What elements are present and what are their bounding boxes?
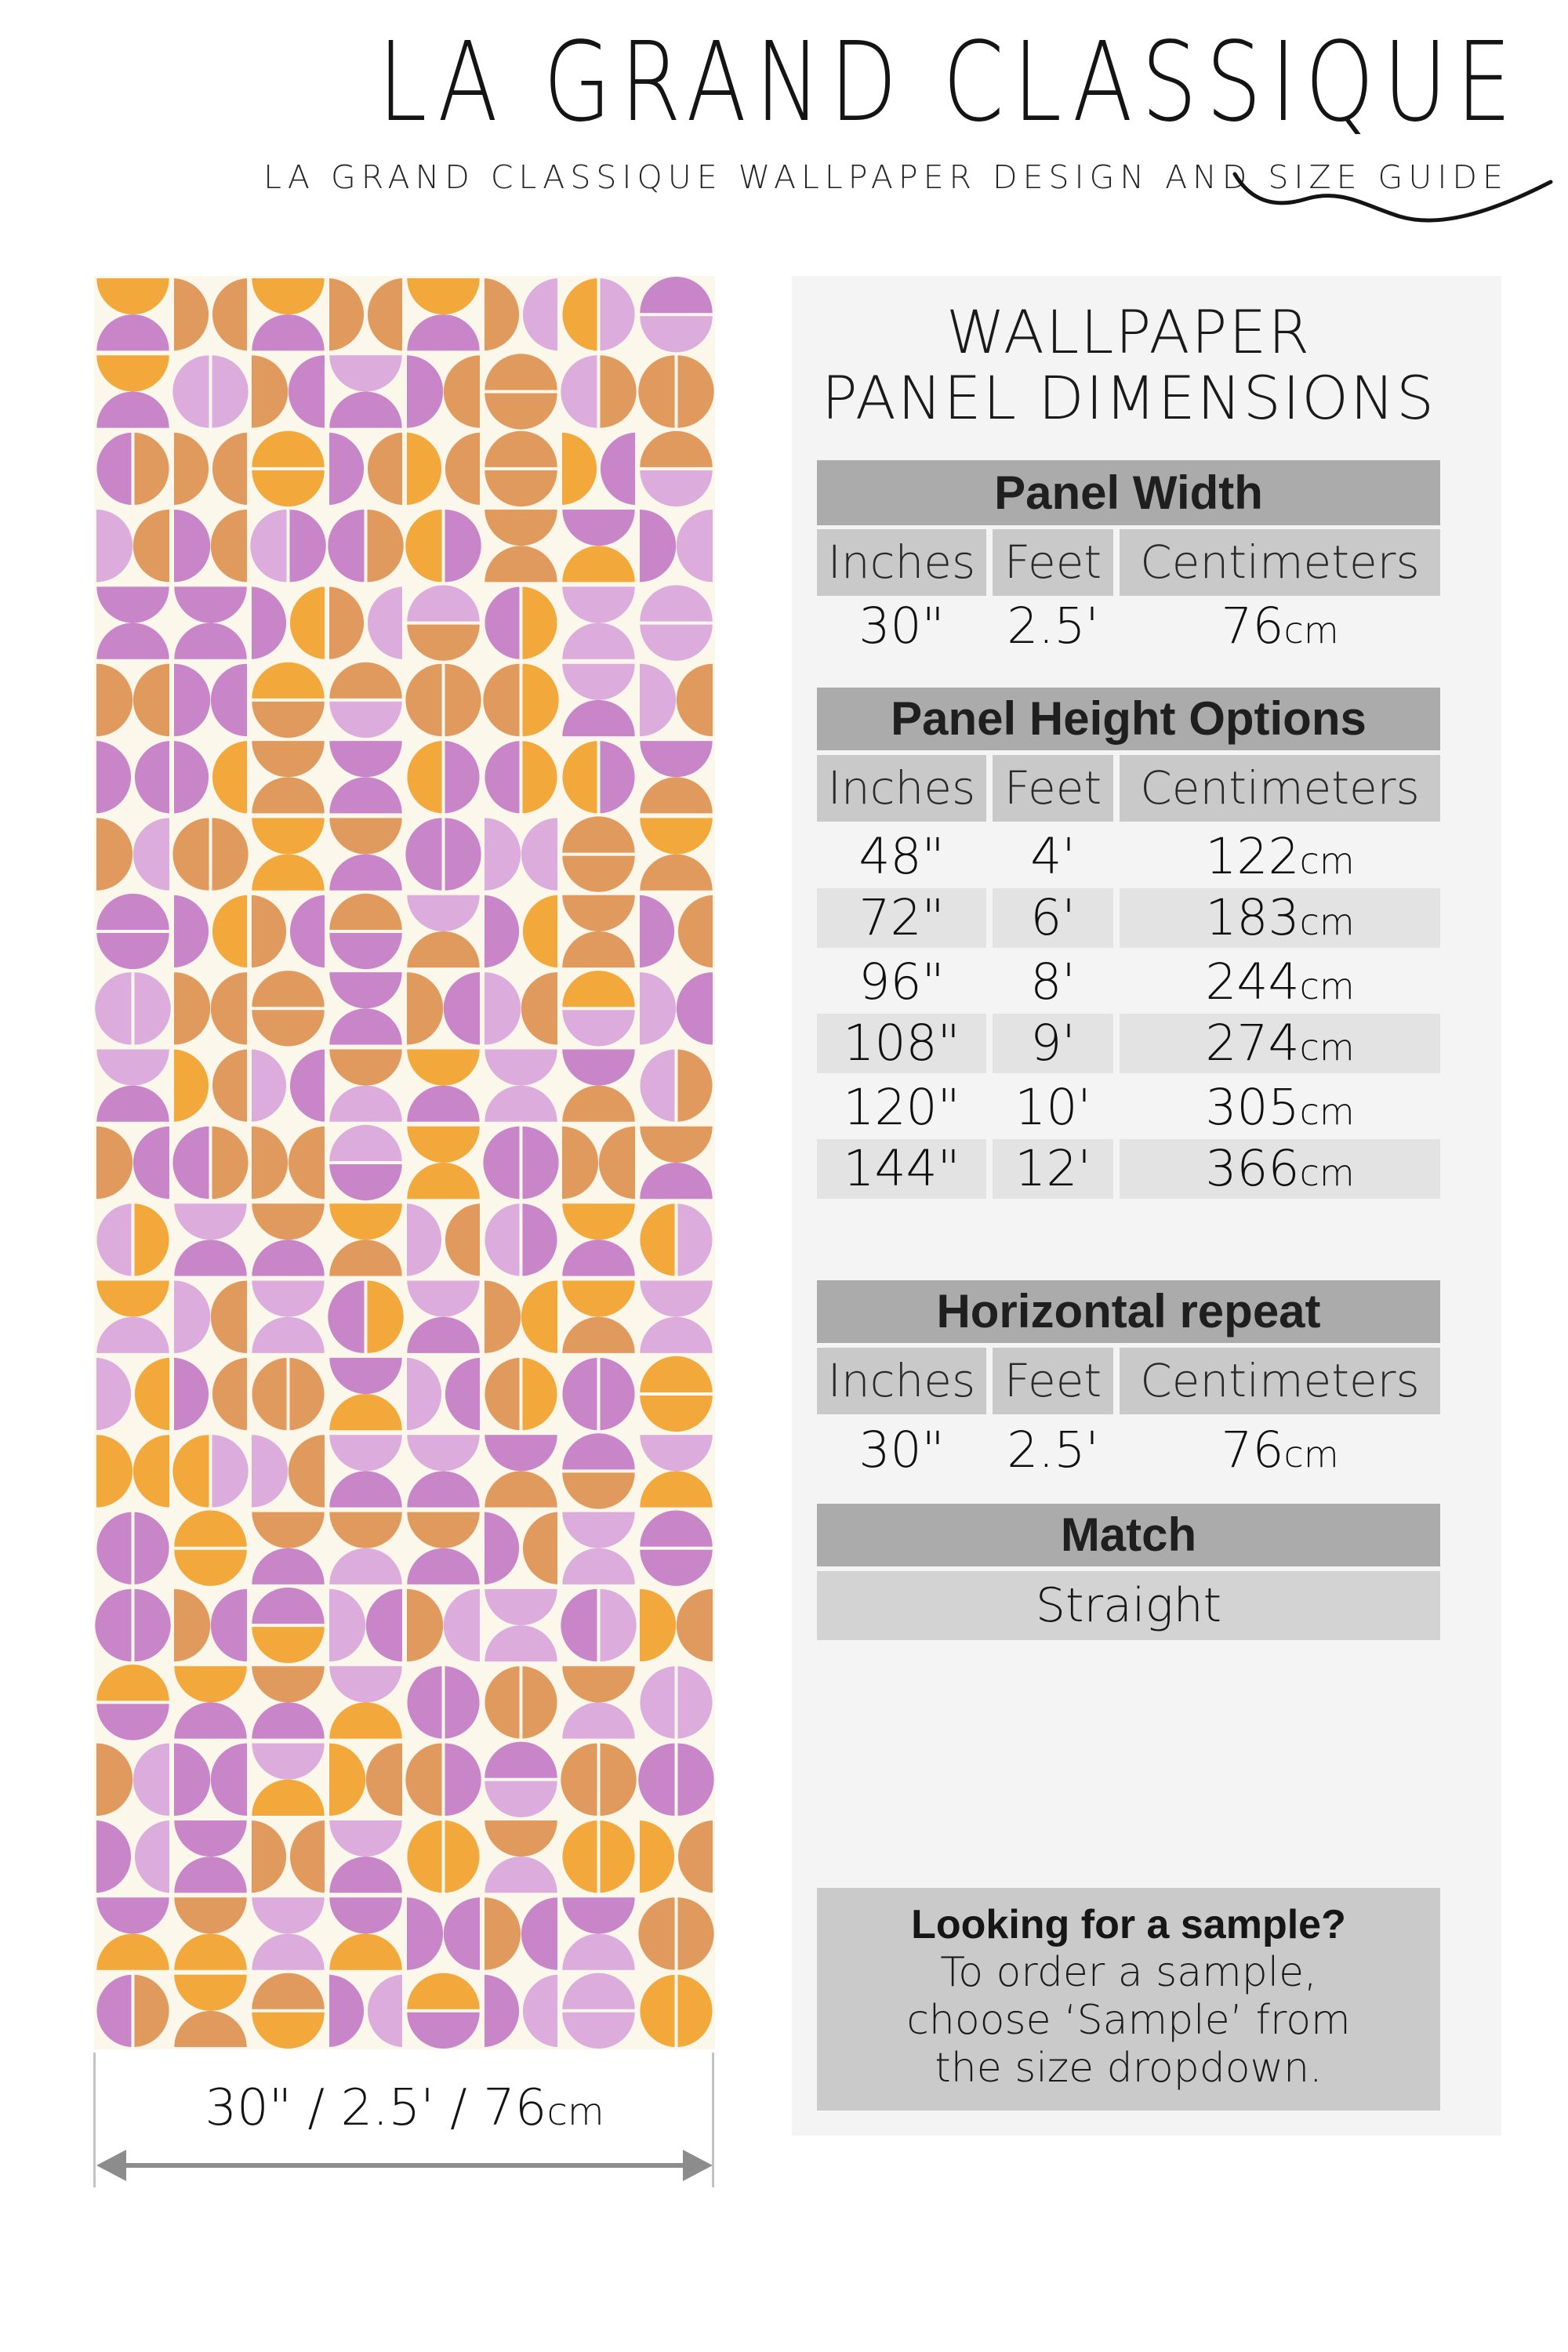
value-centimeters: 76cm (1120, 595, 1440, 658)
column-header-centimeters: Centimeters (1120, 529, 1440, 596)
title-q-swash-flourish (1232, 172, 1553, 223)
value-feet: 12' (993, 1139, 1113, 1199)
horizontal-repeat-column-headers: Inches Feet Centimeters (817, 1348, 1440, 1414)
horizontal-repeat-value-row: 30" 2.5' 76cm (817, 1419, 1440, 1482)
value-centimeters: 76cm (1120, 1419, 1440, 1482)
column-header-inches: Inches (817, 1348, 986, 1414)
value-cm-number: 366 (1205, 1140, 1300, 1197)
panel-height-row: 108" 9' 274cm (817, 1014, 1440, 1076)
panel-height-table-rows: 48" 4' 122cm 72" 6' 183cm 96" 8' 244cm 108" 9' 274c… (817, 826, 1440, 1202)
match-value-cell: Straight (817, 1571, 1440, 1640)
value-inches: 72" (817, 888, 986, 948)
value-feet: 4' (1030, 828, 1076, 885)
value-cm-unit: cm (1299, 901, 1355, 943)
panel-height-row: 96" 8' 244cm (817, 951, 1440, 1014)
wallpaper-pattern-swatch (94, 276, 715, 2049)
column-header-feet: Feet (993, 529, 1113, 596)
value-cm-unit: cm (1299, 1026, 1355, 1069)
panel-height-row: 48" 4' 122cm (817, 826, 1440, 888)
panel-title-line1: WALLPAPER (946, 297, 1312, 367)
value-cm-number: 76 (1221, 597, 1284, 655)
section-header-horizontal-repeat: Horizontal repeat (817, 1280, 1440, 1343)
sample-box-line: the size dropdown. (935, 2045, 1323, 2092)
section-header-match: Match (817, 1504, 1440, 1566)
value-cm-unit: cm (1299, 840, 1355, 882)
column-header-feet: Feet (993, 1348, 1113, 1414)
sample-box-line: To order a sample, (940, 1949, 1317, 1996)
dimension-tick-left (93, 2053, 96, 2187)
panel-height-row: 72" 6' 183cm (817, 888, 1440, 951)
value-feet: 2.5' (1007, 1421, 1099, 1479)
column-header-centimeters: Centimeters (1120, 1348, 1440, 1414)
value-cm-unit: cm (1283, 609, 1339, 652)
page-subtitle: LA GRAND CLASSIQUE WALLPAPER DESIGN AND … (263, 158, 1508, 196)
value-centimeters: 305cm (1120, 1076, 1440, 1139)
value-inches: 30" (858, 597, 945, 655)
column-header-centimeters: Centimeters (1120, 755, 1440, 822)
value-centimeters: 244cm (1120, 951, 1440, 1014)
value-centimeters: 122cm (1120, 826, 1440, 888)
value-cm-number: 305 (1205, 1079, 1300, 1136)
panel-title-line2: PANEL DIMENSIONS (821, 363, 1436, 433)
dimension-unit: cm (546, 2090, 604, 2134)
value-inches: 108" (817, 1014, 986, 1073)
value-cm-unit: cm (1299, 1091, 1355, 1133)
value-inches: 120" (843, 1079, 960, 1136)
value-feet: 6' (993, 888, 1113, 948)
value-centimeters: 183cm (1120, 888, 1440, 948)
value-cm-number: 122 (1205, 828, 1300, 885)
value-feet: 9' (993, 1014, 1113, 1073)
sample-box-title: Looking for a sample? (911, 1902, 1346, 1947)
panel-height-column-headers: Inches Feet Centimeters (817, 755, 1440, 822)
value-centimeters: 366cm (1120, 1139, 1440, 1199)
value-cm-unit: cm (1299, 1152, 1355, 1194)
sample-info-box: Looking for a sample? To order a sample,… (817, 1888, 1440, 2111)
panel-height-row: 120" 10' 305cm (817, 1076, 1440, 1139)
panel-width-dimension-label: 30" / 2.5' / 76cm (94, 2079, 715, 2137)
section-header-panel-height-options: Panel Height Options (817, 688, 1440, 750)
column-header-inches: Inches (817, 529, 986, 596)
panel-height-row: 144" 12' 366cm (817, 1139, 1440, 1202)
sample-box-line: choose ‘Sample’ from (906, 1997, 1351, 2044)
column-header-inches: Inches (817, 755, 986, 822)
arrow-shaft (112, 2163, 697, 2168)
value-cm-unit: cm (1299, 965, 1355, 1007)
column-header-feet: Feet (993, 755, 1113, 822)
value-cm-unit: cm (1283, 1433, 1339, 1475)
value-cm-number: 183 (1205, 889, 1300, 946)
double-arrow-icon (96, 2147, 713, 2184)
value-cm-number: 274 (1205, 1014, 1300, 1072)
dimension-tick-right (712, 2053, 714, 2187)
value-cm-number: 244 (1205, 953, 1300, 1011)
value-inches: 48" (858, 828, 945, 885)
value-inches: 96" (858, 953, 945, 1011)
panel-width-value-row: 30" 2.5' 76cm (817, 595, 1440, 658)
value-inches: 30" (858, 1421, 945, 1479)
value-centimeters: 274cm (1120, 1014, 1440, 1073)
dimensions-info-panel: WALLPAPER PANEL DIMENSIONS Panel Width I… (792, 276, 1501, 2136)
page-title: LA GRAND CLASSIQUE (378, 19, 1521, 147)
half-circle-pattern-svg (94, 276, 715, 2049)
dimension-value: 30" / 2.5' / 76 (205, 2079, 547, 2137)
value-inches: 144" (817, 1139, 986, 1199)
panel-width-column-headers: Inches Feet Centimeters (817, 529, 1440, 596)
section-header-panel-width: Panel Width (817, 460, 1440, 525)
value-feet: 2.5' (1007, 597, 1099, 655)
value-feet: 8' (1030, 953, 1076, 1011)
value-feet: 10' (1014, 1079, 1091, 1136)
brand-header: LA GRAND CLASSIQUE LA GRAND CLASSIQUE WA… (235, 19, 1553, 223)
panel-dimensions-title: WALLPAPER PANEL DIMENSIONS (817, 299, 1440, 431)
value-cm-number: 76 (1221, 1421, 1284, 1479)
arrowhead-right-icon (683, 2150, 713, 2181)
